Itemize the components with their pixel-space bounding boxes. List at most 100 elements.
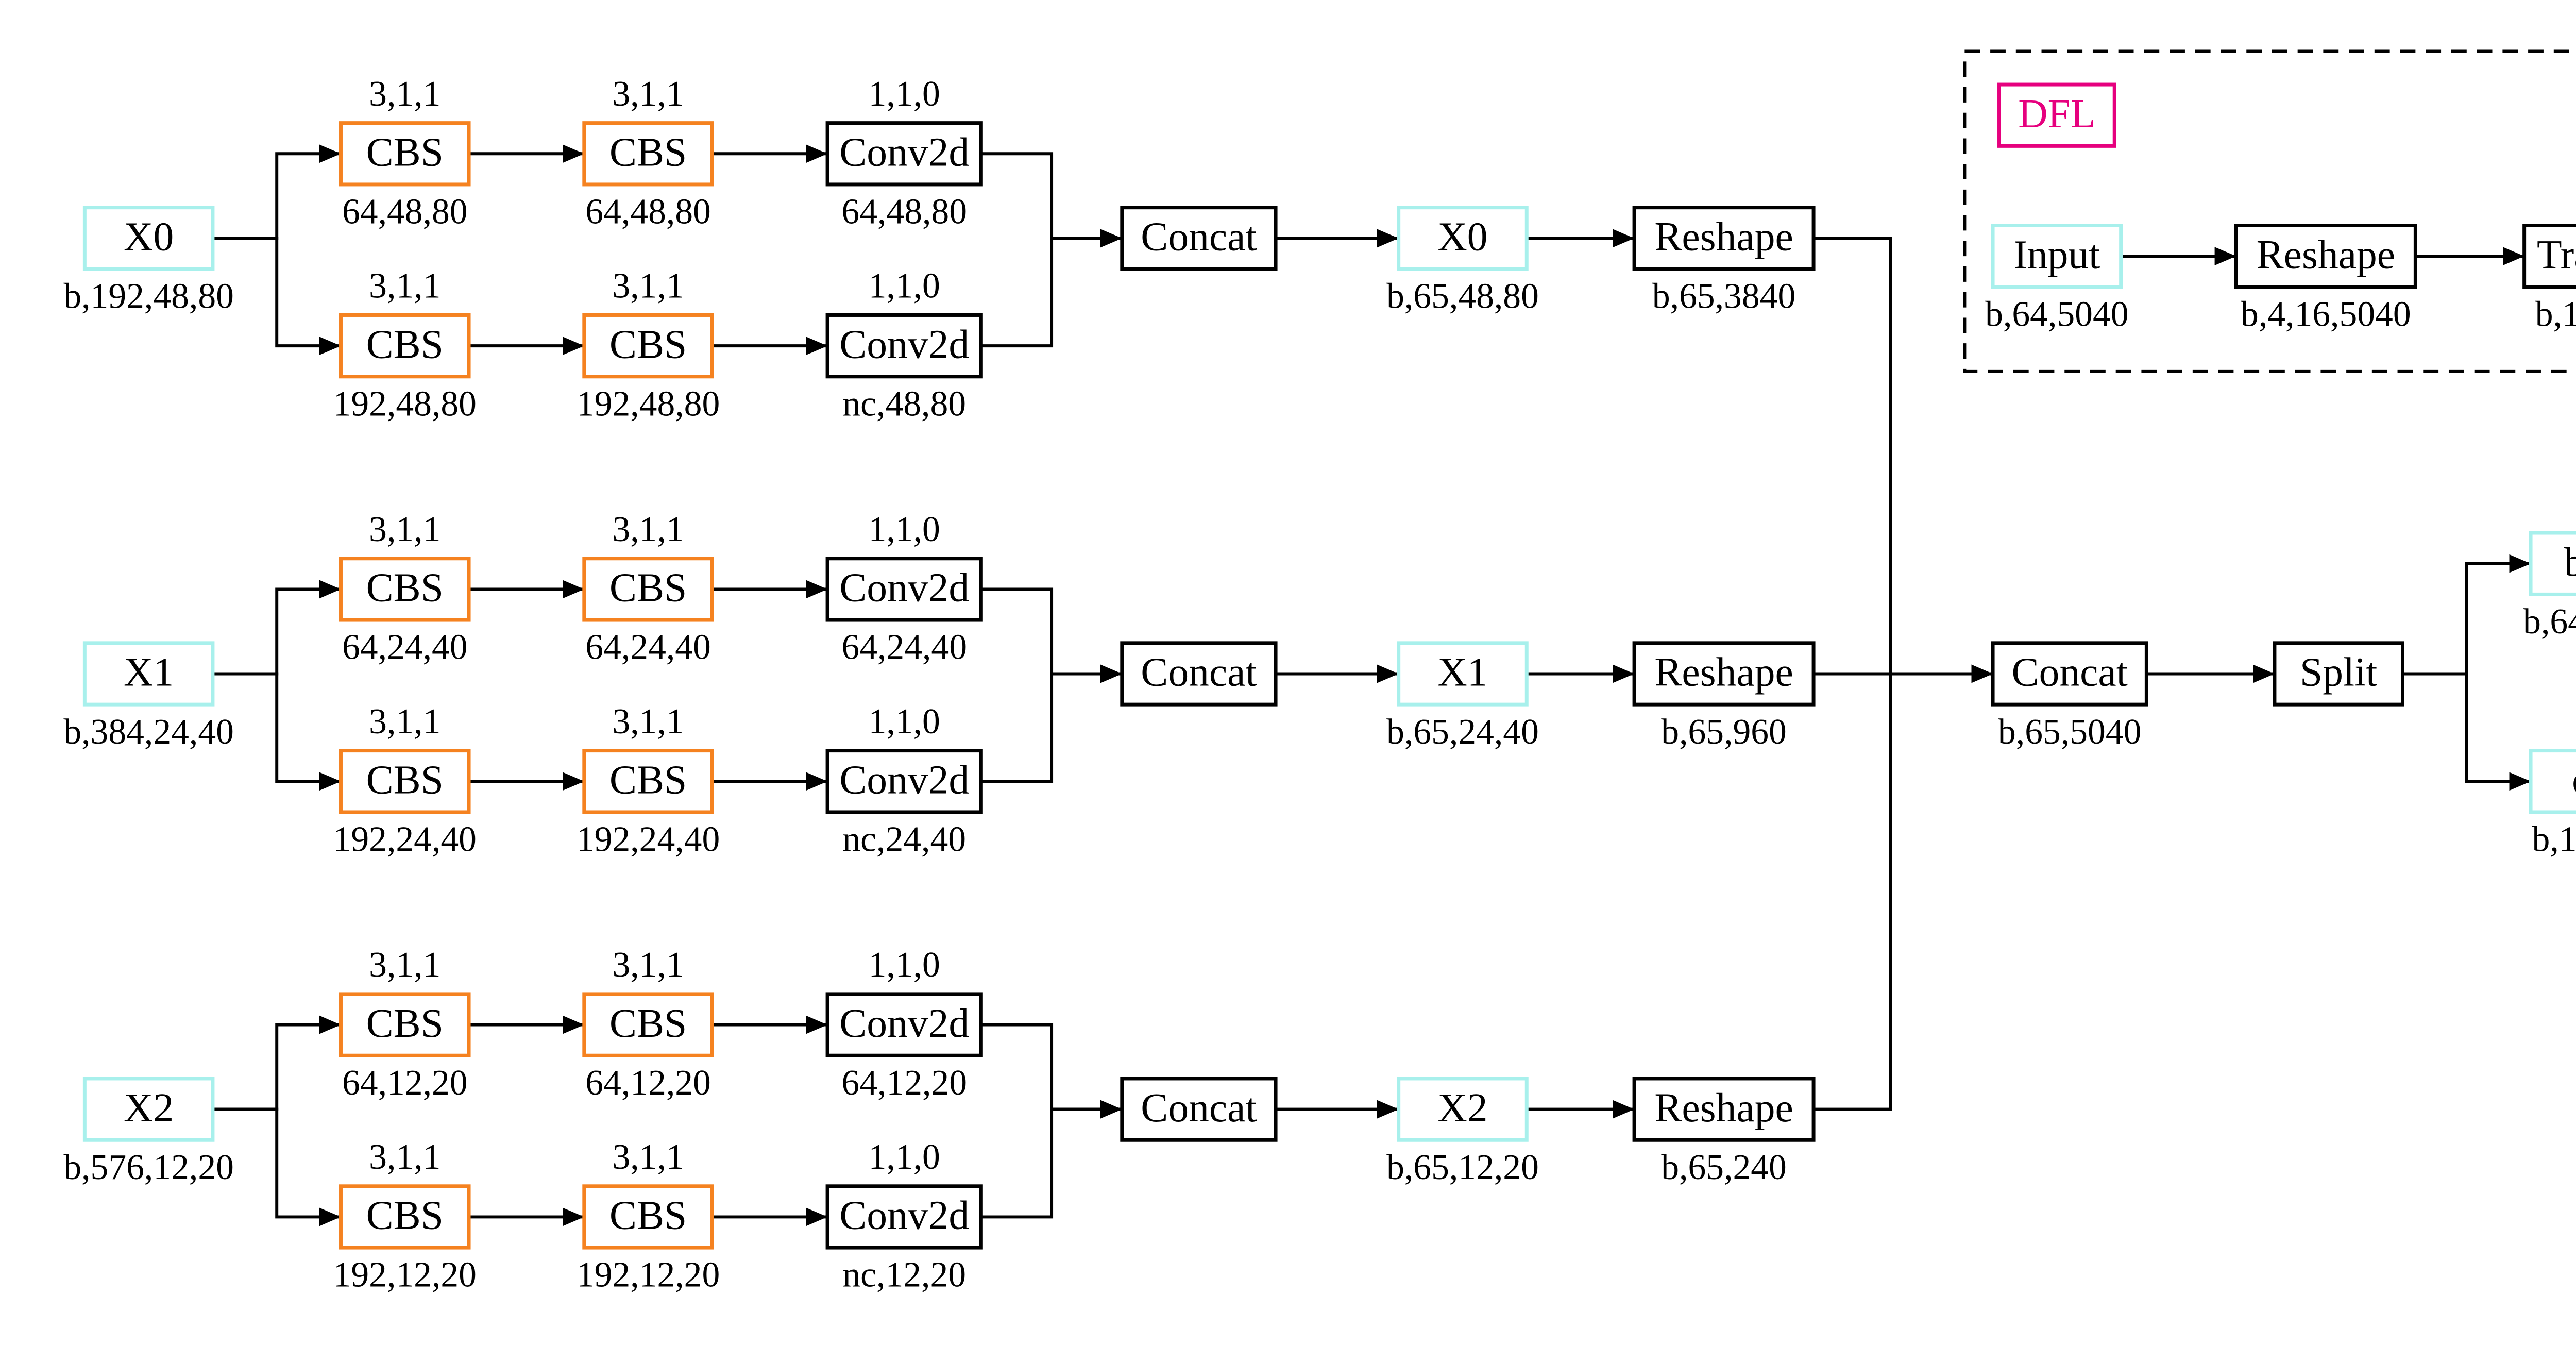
node-below-X1_cbs3: 192,24,40 — [333, 820, 477, 860]
node-below-X0_out: b,65,48,80 — [1386, 277, 1539, 316]
node-label-X2_conv2: Conv2d — [839, 1193, 969, 1238]
node-above-X1_cbs2: 3,1,1 — [612, 510, 684, 549]
node-label-X0_concat: Concat — [1141, 214, 1257, 260]
node-below-X1_conv1: 64,24,40 — [841, 628, 967, 667]
node-label-X1_cbs2: CBS — [609, 565, 687, 611]
node-label-X2_out: X2 — [1437, 1085, 1487, 1131]
edge-split-cls — [2403, 674, 2531, 781]
node-below-X0_cbs1: 64,48,80 — [342, 192, 468, 232]
edge-X0_conv1-X0_concat — [981, 154, 1122, 238]
node-below-X1_cbs2: 64,24,40 — [585, 628, 711, 667]
node-label-X2_concat: Concat — [1141, 1085, 1257, 1131]
node-label-X0_conv1: Conv2d — [839, 130, 969, 175]
node-cls — [2531, 751, 2576, 812]
node-label-X2_reshape: Reshape — [1654, 1085, 1793, 1131]
node-label-X0_cbs4: CBS — [609, 322, 687, 367]
edge-X2_conv1-X2_concat — [981, 1025, 1122, 1109]
node-above-X1_cbs4: 3,1,1 — [612, 702, 684, 742]
edge-X1_conv1-X1_concat — [981, 589, 1122, 674]
node-above-X0_cbs3: 3,1,1 — [369, 266, 440, 306]
node-below-X0_cbs4: 192,48,80 — [577, 384, 720, 424]
node-label-X2_conv1: Conv2d — [839, 1001, 969, 1046]
node-below-X0_reshape: b,65,3840 — [1652, 277, 1795, 316]
node-label-X1_concat: Concat — [1141, 650, 1257, 695]
node-below-X2_cbs2: 64,12,20 — [585, 1063, 711, 1103]
node-below-X0_cbs3: 192,48,80 — [333, 384, 477, 424]
node-label-dfl_reshape1: Reshape — [2257, 232, 2395, 277]
node-label-X2_cbs1: CBS — [366, 1001, 444, 1046]
node-label-dfl_title: DFL — [2018, 91, 2095, 137]
node-above-X2_conv1: 1,1,0 — [869, 945, 940, 985]
node-label-X0_cbs3: CBS — [366, 322, 444, 367]
edge-X0-X0_cbs1 — [213, 154, 341, 238]
node-label-cls: cls — [2572, 758, 2576, 803]
node-below-big_concat: b,65,5040 — [1998, 712, 2141, 752]
node-below-dfl_input: b,64,5040 — [1985, 294, 2128, 334]
edge-X2-X2_cbs1 — [213, 1025, 341, 1109]
node-above-X1_conv2: 1,1,0 — [869, 702, 940, 742]
node-label-box: box — [2564, 540, 2576, 585]
node-label-X1_reshape: Reshape — [1654, 650, 1793, 695]
node-below-box: b,64,5040 — [2523, 602, 2576, 642]
node-label-X1_cbs1: CBS — [366, 565, 444, 611]
node-above-X0_cbs2: 3,1,1 — [612, 74, 684, 114]
node-below-X2_out: b,65,12,20 — [1386, 1148, 1539, 1187]
node-above-X0_conv1: 1,1,0 — [869, 74, 940, 114]
node-label-X1: X1 — [124, 650, 174, 695]
node-below-cls: b,1,5040 — [2532, 820, 2576, 860]
node-above-X2_cbs3: 3,1,1 — [369, 1137, 440, 1177]
node-above-X2_conv2: 1,1,0 — [869, 1137, 940, 1177]
node-below-X2_reshape: b,65,240 — [1661, 1148, 1787, 1187]
node-label-X0_out: X0 — [1437, 214, 1487, 260]
node-below-X1: b,384,24,40 — [63, 712, 234, 752]
edge-X1_conv2-X1_concat — [981, 674, 1122, 781]
node-label-dfl_input: Input — [2013, 232, 2100, 277]
node-below-X1_cbs1: 64,24,40 — [342, 628, 468, 667]
node-below-X1_out: b,65,24,40 — [1386, 712, 1539, 752]
node-above-X1_cbs1: 3,1,1 — [369, 510, 440, 549]
node-label-X0_conv2: Conv2d — [839, 322, 969, 367]
node-below-X1_reshape: b,65,960 — [1661, 712, 1787, 752]
node-below-X1_conv2: nc,24,40 — [842, 820, 966, 860]
node-below-X2_cbs1: 64,12,20 — [342, 1063, 468, 1103]
node-label-X0_reshape: Reshape — [1654, 214, 1793, 260]
node-label-X2_cbs4: CBS — [609, 1193, 687, 1238]
node-label-X2_cbs2: CBS — [609, 1001, 687, 1046]
node-below-X1_cbs4: 192,24,40 — [577, 820, 720, 860]
edge-X1-X1_cbs1 — [213, 589, 341, 674]
node-above-X2_cbs1: 3,1,1 — [369, 945, 440, 985]
node-label-X1_cbs4: CBS — [609, 758, 687, 803]
node-label-X0_cbs2: CBS — [609, 130, 687, 175]
node-above-X1_conv1: 1,1,0 — [869, 510, 940, 549]
edge-X2_reshape-big_concat — [1814, 674, 1993, 1109]
node-below-dfl_transpose: b,16,4,5040 — [2535, 294, 2576, 334]
node-label-X1_out: X1 — [1437, 650, 1487, 695]
node-label-X1_cbs3: CBS — [366, 758, 444, 803]
node-below-X0_conv2: nc,48,80 — [842, 384, 966, 424]
node-below-X2: b,576,12,20 — [63, 1148, 234, 1187]
node-above-X2_cbs4: 3,1,1 — [612, 1137, 684, 1177]
node-label-big_concat: Concat — [2012, 650, 2128, 695]
node-below-dfl_reshape1: b,4,16,5040 — [2241, 294, 2411, 334]
node-below-X0: b,192,48,80 — [63, 277, 234, 316]
node-label-X1_conv1: Conv2d — [839, 565, 969, 611]
node-label-X0: X0 — [124, 214, 174, 260]
node-above-X0_cbs1: 3,1,1 — [369, 74, 440, 114]
node-label-X1_conv2: Conv2d — [839, 758, 969, 803]
edge-split-box — [2403, 564, 2531, 674]
node-below-X2_cbs3: 192,12,20 — [333, 1255, 477, 1295]
node-label-X2_cbs3: CBS — [366, 1193, 444, 1238]
node-below-X2_conv2: nc,12,20 — [842, 1255, 966, 1295]
architecture-diagram: AnchorsX0b,192,48,80CBS3,1,164,48,80CBS3… — [0, 0, 2576, 1345]
edge-X2_conv2-X2_concat — [981, 1109, 1122, 1217]
edge-X0_conv2-X0_concat — [981, 238, 1122, 346]
node-label-X0_cbs1: CBS — [366, 130, 444, 175]
node-above-X0_cbs4: 3,1,1 — [612, 266, 684, 306]
node-below-X2_cbs4: 192,12,20 — [577, 1255, 720, 1295]
node-below-X0_conv1: 64,48,80 — [841, 192, 967, 232]
node-label-X2: X2 — [124, 1085, 174, 1131]
node-label-dfl_transpose: Transpose — [2537, 232, 2576, 277]
node-above-X0_conv2: 1,1,0 — [869, 266, 940, 306]
node-below-X0_cbs2: 64,48,80 — [585, 192, 711, 232]
node-above-X2_cbs2: 3,1,1 — [612, 945, 684, 985]
